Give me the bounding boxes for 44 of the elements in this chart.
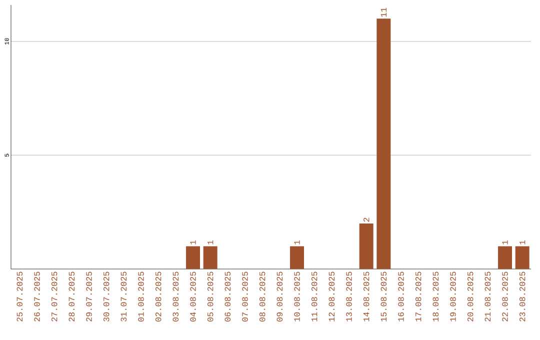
data-label: 11 [380,8,386,17]
x-tick-label: 27.07.2025 [51,272,58,322]
x-tick-label: 13.08.2025 [346,272,352,322]
x-tick-label: 02.08.2025 [155,272,162,322]
x-tick-label: 18.08.2025 [432,272,439,322]
x-tick-label: 11.08.2025 [311,272,318,322]
data-label: 1 [502,240,508,244]
bar [376,18,391,269]
x-tick-label: 04.08.2025 [190,272,196,322]
x-tick-label: 20.08.2025 [467,272,474,322]
x-tick-label: 08.08.2025 [259,272,266,322]
x-tick-label: 01.08.2025 [138,272,144,322]
x-tick-label: 16.08.2025 [398,272,404,322]
bar [186,246,200,269]
x-tick-label: 22.08.2025 [502,272,508,322]
bar [203,246,218,269]
data-label: 1 [520,240,526,244]
data-label: 2 [364,218,370,222]
x-tick-label: 12.08.2025 [328,272,335,322]
x-tick-label: 29.07.2025 [86,272,92,322]
x-tick-label: 05.08.2025 [207,272,214,322]
x-tick-label: 03.08.2025 [172,272,179,322]
x-tick-label: 09.08.2025 [276,272,283,322]
x-tick-label: 23.08.2025 [519,272,526,322]
x-tick-label: 14.08.2025 [363,272,370,322]
x-tick-label: 06.08.2025 [224,272,231,322]
x-tick-label: 31.07.2025 [120,272,127,322]
x-tick-label: 25.07.2025 [16,272,23,322]
x-tick-label: 19.08.2025 [450,272,456,322]
x-tick-label: 30.07.2025 [103,272,110,322]
bar [359,223,374,269]
x-tick-label: 21.08.2025 [484,272,491,322]
x-tick-label: 07.08.2025 [242,272,248,322]
x-tick-label: 15.08.2025 [380,272,387,322]
x-tick-label: 26.07.2025 [34,272,40,322]
data-label: 1 [208,240,214,244]
x-tick-label: 10.08.2025 [294,272,300,322]
bar [515,246,530,269]
data-label: 1 [294,240,300,244]
x-tick-label: 17.08.2025 [415,272,422,322]
data-label: 1 [190,240,196,244]
x-tick-label: 28.07.2025 [68,272,75,322]
bar [498,246,512,269]
bar [290,246,304,269]
